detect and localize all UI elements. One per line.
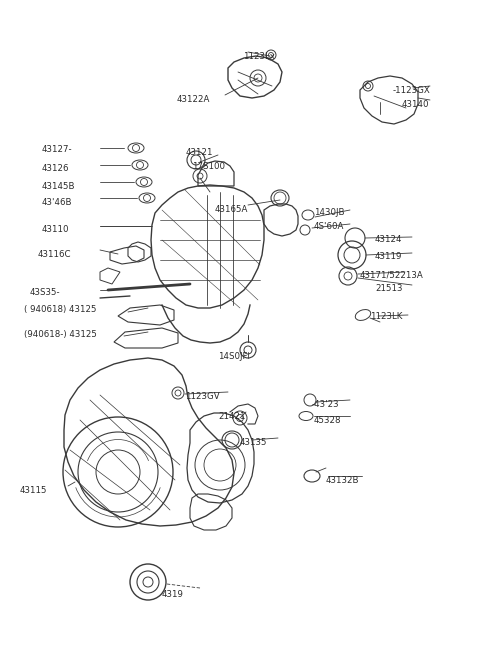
Text: 43165A: 43165A — [215, 205, 248, 214]
Text: -1123GX: -1123GX — [393, 86, 431, 95]
Text: 1123GV: 1123GV — [185, 392, 220, 401]
Text: 43S35-: 43S35- — [30, 288, 60, 297]
Text: 43124: 43124 — [375, 235, 403, 244]
Text: 1430JB: 1430JB — [314, 208, 345, 217]
Text: 43145B: 43145B — [42, 182, 75, 191]
Text: 43121: 43121 — [186, 148, 214, 157]
Text: 43140: 43140 — [402, 100, 430, 109]
Text: -43'23: -43'23 — [312, 400, 340, 409]
Text: 43116C: 43116C — [38, 250, 72, 259]
Text: 43127-: 43127- — [42, 145, 72, 154]
Text: 4S'60A: 4S'60A — [314, 222, 344, 231]
Text: 43'46B: 43'46B — [42, 198, 72, 207]
Text: 21513: 21513 — [375, 284, 403, 293]
Text: 1123Lx: 1123Lx — [243, 52, 275, 61]
Text: 43135: 43135 — [240, 438, 267, 447]
Text: 17S100: 17S100 — [192, 162, 225, 171]
Text: 43171/52213A: 43171/52213A — [360, 270, 424, 279]
Text: 14S0JF: 14S0JF — [218, 352, 248, 361]
Text: (940618-) 43125: (940618-) 43125 — [24, 330, 97, 339]
Text: 21421: 21421 — [218, 412, 245, 421]
Text: 43132B: 43132B — [326, 476, 360, 485]
Text: 43110: 43110 — [42, 225, 70, 234]
Text: ( 940618) 43125: ( 940618) 43125 — [24, 305, 96, 314]
Text: 43119: 43119 — [375, 252, 402, 261]
Text: 43126: 43126 — [42, 164, 70, 173]
Text: 43115: 43115 — [20, 486, 48, 495]
Text: 43122A: 43122A — [177, 95, 210, 104]
Text: 4319: 4319 — [162, 590, 184, 599]
Text: 45328: 45328 — [314, 416, 341, 425]
Text: 1123LK: 1123LK — [370, 312, 402, 321]
